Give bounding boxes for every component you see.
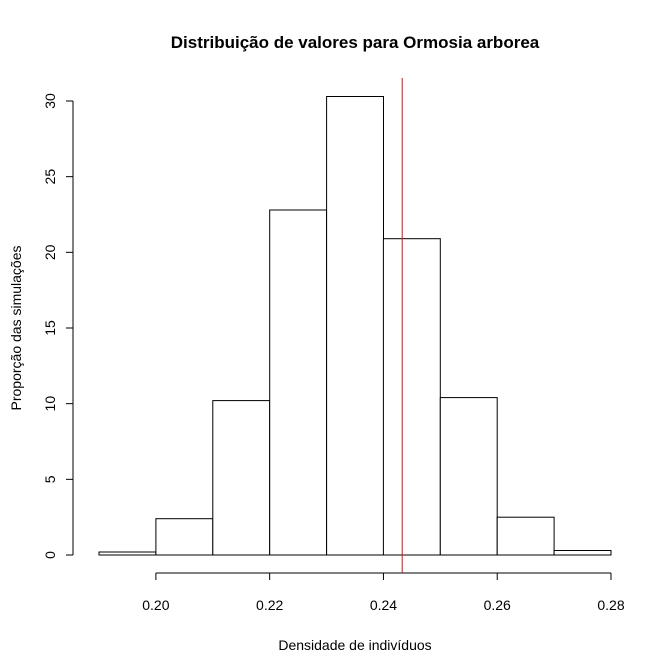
histogram-bar-1 xyxy=(98,551,157,556)
histogram-bar-7 xyxy=(439,397,498,556)
x-axis-label: Densidade de indivíduos xyxy=(278,637,431,653)
y-tick-label: 5 xyxy=(42,475,58,483)
histogram-bar-4 xyxy=(269,209,328,556)
histogram-bar-5 xyxy=(326,96,385,556)
histogram-bar-6 xyxy=(382,238,441,556)
y-tick-label: 10 xyxy=(42,396,58,412)
histogram-bar-9 xyxy=(553,550,612,556)
y-tick-label: 30 xyxy=(42,93,58,109)
x-tick-label: 0.24 xyxy=(370,597,397,613)
histogram-bar-3 xyxy=(212,400,271,556)
y-tick-label: 25 xyxy=(42,169,58,185)
x-axis: 0.20 0.22 0.24 0.26 0.28 xyxy=(142,572,625,613)
histogram-bar-2 xyxy=(155,518,214,556)
bars-group xyxy=(98,96,612,556)
y-tick-label: 20 xyxy=(42,244,58,260)
y-axis-label: Proporção das simulações xyxy=(8,246,24,411)
x-tick-label: 0.26 xyxy=(484,597,511,613)
histogram-bar-8 xyxy=(496,516,555,556)
x-tick-label: 0.28 xyxy=(597,597,624,613)
x-tick-label: 0.22 xyxy=(256,597,283,613)
x-tick-label: 0.20 xyxy=(142,597,169,613)
y-tick-label: 15 xyxy=(42,320,58,336)
y-axis: 0 5 10 15 20 25 30 xyxy=(42,93,74,559)
chart-title: Distribuição de valores para Ormosia arb… xyxy=(171,33,540,52)
y-tick-label: 0 xyxy=(42,551,58,559)
